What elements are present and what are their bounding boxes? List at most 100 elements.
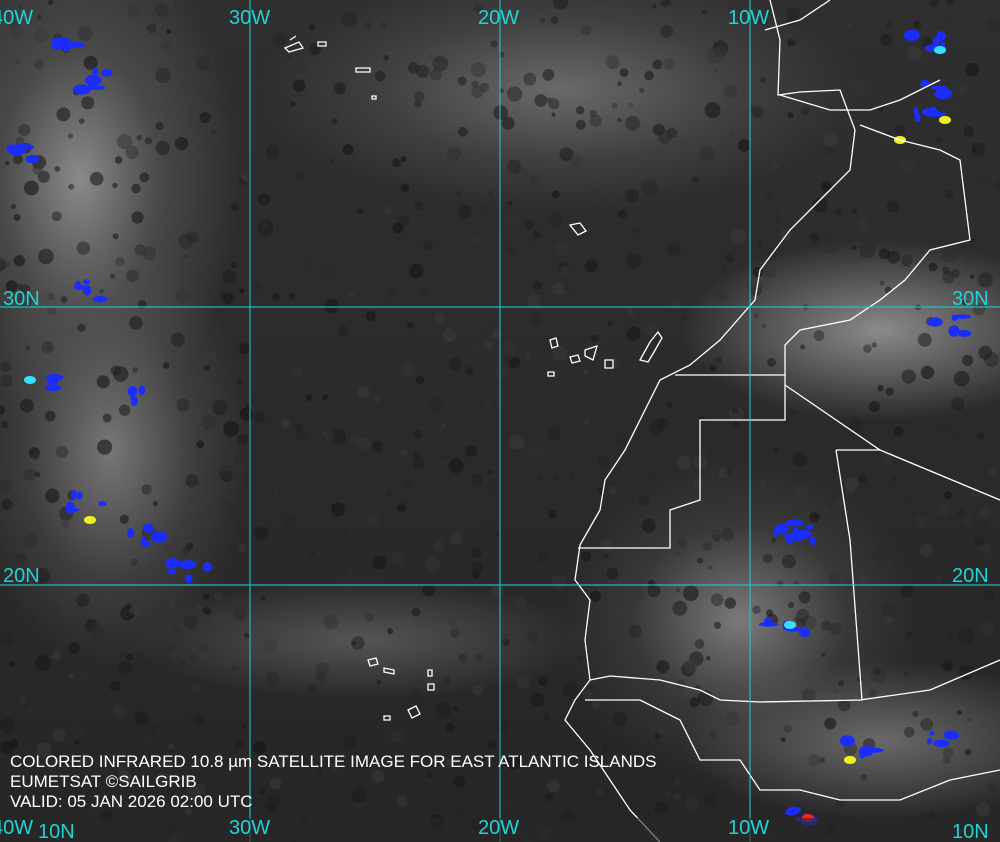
cloud-speck [374,395,382,403]
cloud-speck [762,553,773,564]
cloud-speck [162,362,170,369]
cloud-speck [596,331,610,345]
cold-cloud-blob [65,507,80,512]
cloud-speck [296,171,306,182]
cloud-speck [363,21,372,30]
cloud-speck [56,107,71,122]
cold-cloud-blob [138,388,143,394]
cloud-speck [139,172,150,183]
cloud-speck [986,782,997,793]
cold-cloud-blob [72,84,91,95]
cloud-speck [364,612,375,622]
cloud-speck [626,253,642,269]
cloud-speck [12,154,23,165]
cloud-speck [184,807,192,815]
cloud-speck [880,450,894,464]
cloud-speck [110,273,116,279]
cloud-speck [450,692,463,705]
cloud-speck [189,653,200,664]
cold-cloud-blob [839,735,855,747]
cloud-speck [786,6,800,20]
cloud-speck [539,17,546,24]
cloud-speck [583,419,590,426]
cloud-speck [858,475,867,484]
cloud-speck [665,401,673,409]
iberia [764,0,941,111]
cloud-speck [41,341,54,354]
cloud-speck [329,158,335,164]
cloud-speck [9,25,24,40]
cloud-speck [299,758,312,770]
cloud-speck [31,452,40,461]
cloud-speck [877,385,884,392]
cloud-speck [110,365,121,376]
cloud-speck [900,158,916,174]
cloud-speck [626,308,635,316]
cloud-speck [559,147,574,162]
cloud-speck [115,256,125,267]
cloud-speck [913,514,928,529]
cloud-speck [689,697,700,708]
cloud-speck [886,561,895,570]
cloud-speck [936,575,943,582]
cloud-speck [442,676,451,685]
cloud-speck [545,97,552,104]
cloud-speck [675,550,681,557]
cloud-speck [434,312,445,323]
cloud-speck [942,271,955,284]
cloud-speck [987,467,998,477]
cloud-speck [196,440,205,449]
cloud-speck [471,473,483,486]
cloud-speck [146,23,157,34]
cold-cloud-blob [933,739,950,747]
label-left-10n: 10N [38,821,75,842]
cloud-speck [273,32,287,46]
cloud-speck [885,21,894,29]
cloud-speck [792,452,807,467]
cloud-speck [503,350,514,361]
cloud-speck [34,471,41,478]
cloud-speck [185,474,199,488]
cloud-speck [232,606,247,621]
cloud-speck [718,467,729,478]
cloud-speck [471,80,480,89]
cloud-speck [670,298,682,309]
cloud-speck [753,312,760,319]
cloud-speck [351,640,357,646]
cloud-speck [32,164,43,175]
cloud-speck [529,175,541,186]
cloud-speck [16,292,33,309]
cloud-speck [506,86,523,102]
cloud-speck [176,398,190,412]
cloud-speck [237,378,243,385]
cloud-speck [23,468,36,481]
cloud-speck [929,0,939,7]
cloud-speck [407,762,413,768]
cloud-speck [154,771,170,787]
cloud-speck [83,55,98,70]
cloud-speck [341,11,358,27]
cloud-speck [356,207,364,215]
cloud-speck [451,806,466,822]
cold-cloud-blob [92,67,99,76]
cloud-speck [351,636,365,650]
cloud-speck [681,314,688,321]
cloud-speck [46,305,57,316]
cold-cloud-blob [929,730,935,736]
cloud-speck [34,567,51,584]
cloud-speck [813,330,825,342]
cloud-speck [693,478,705,490]
cloud-speck [708,565,713,570]
cloud-speck [54,166,61,172]
cloud-speck [127,4,141,18]
cloud-speck [505,657,511,664]
cloud-speck [891,476,897,482]
cloud-speck [663,58,676,71]
cloud-speck [112,233,119,240]
cloud-speck [197,642,209,653]
cloud-speck [55,445,69,459]
cloud-speck [602,745,609,752]
cloud-speck [230,203,239,212]
cloud-speck [29,616,37,623]
cloud-speck [885,387,894,396]
